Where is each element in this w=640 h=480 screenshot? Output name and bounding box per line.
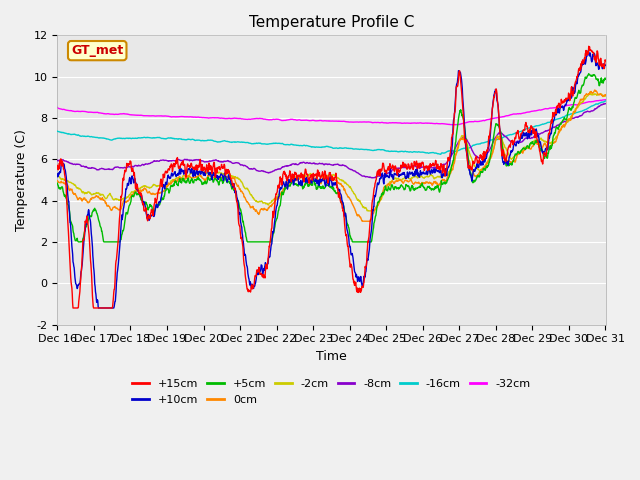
Legend: +15cm, +10cm, +5cm, 0cm, -2cm, -8cm, -16cm, -32cm: +15cm, +10cm, +5cm, 0cm, -2cm, -8cm, -16… <box>128 375 535 409</box>
Text: GT_met: GT_met <box>71 44 124 57</box>
X-axis label: Time: Time <box>316 350 347 363</box>
Title: Temperature Profile C: Temperature Profile C <box>249 15 414 30</box>
Y-axis label: Temperature (C): Temperature (C) <box>15 129 28 231</box>
